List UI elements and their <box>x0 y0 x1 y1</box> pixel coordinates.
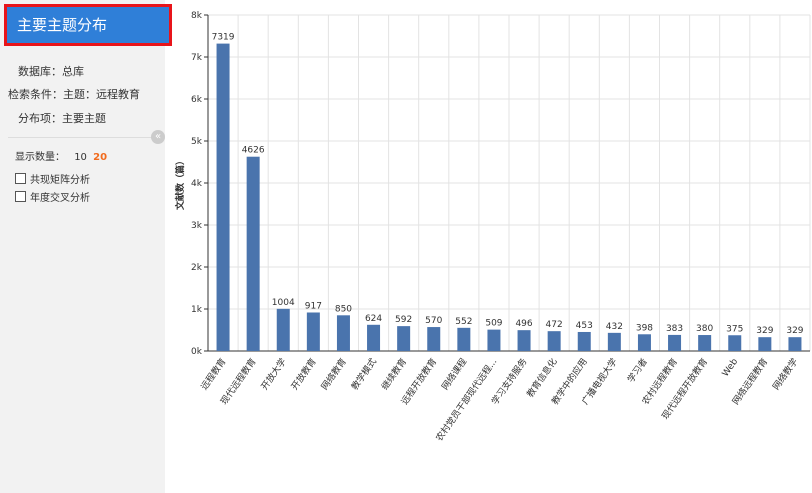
bar <box>668 334 682 351</box>
value-label: 375 <box>726 324 743 334</box>
bar <box>758 337 772 351</box>
value-label: 380 <box>696 324 713 334</box>
bar <box>367 324 381 351</box>
y-tick-label: 8k <box>191 11 203 21</box>
bar <box>788 337 802 351</box>
value-label: 7319 <box>212 33 235 43</box>
x-tick-label: 远程教育 <box>198 356 228 392</box>
value-label: 398 <box>636 323 653 333</box>
x-tick-label: 网络教学 <box>770 356 800 392</box>
option-label: 共现矩阵分析 <box>30 175 90 186</box>
value-label: 472 <box>546 320 563 330</box>
bar <box>698 335 712 351</box>
bar <box>728 335 742 351</box>
database: 数据库：总库 <box>18 65 84 78</box>
option[interactable]: 共现矩阵分析 <box>15 171 90 186</box>
option-label: 年度交叉分析 <box>30 193 90 204</box>
bar <box>306 312 320 351</box>
value-label: 329 <box>756 326 773 336</box>
value-label: 850 <box>335 304 352 314</box>
checkbox[interactable] <box>15 173 26 184</box>
value-label: 552 <box>455 317 472 327</box>
y-axis-label: 文献数（篇） <box>174 156 186 211</box>
sidebar: 主要主题分布 数据库：总库 检索条件：主题：远程教育 分布项：主要主题 « 显示… <box>0 0 172 493</box>
x-tick-label: 网络课程 <box>439 356 469 392</box>
value-label: 509 <box>485 319 502 329</box>
y-tick-label: 2k <box>191 263 203 273</box>
x-tick-label: 网络教育 <box>318 356 348 392</box>
x-tick-label: 教育信息化 <box>524 356 560 400</box>
bar <box>577 331 591 351</box>
bar <box>517 330 531 351</box>
x-tick-label: 开放教育 <box>288 356 318 392</box>
x-tick-label: 教学模式 <box>349 356 379 392</box>
separator <box>8 137 158 138</box>
bar <box>637 334 651 351</box>
value-label: 917 <box>305 301 322 311</box>
y-tick-label: 3k <box>191 221 203 231</box>
display-option[interactable]: 20 <box>93 152 108 163</box>
panel-title[interactable]: 主要主题分布 <box>4 4 172 46</box>
value-label: 1004 <box>272 298 295 308</box>
bar <box>547 331 561 351</box>
y-tick-label: 4k <box>191 179 203 189</box>
bar <box>427 327 441 351</box>
x-tick-label: 学习者 <box>625 356 650 385</box>
bar <box>487 329 501 351</box>
value-label: 453 <box>576 321 593 331</box>
bar <box>457 327 471 351</box>
value-label: 496 <box>515 319 532 329</box>
bar <box>246 156 260 351</box>
display-count: 显示数量： 10 20 <box>15 148 107 163</box>
value-label: 592 <box>395 315 412 325</box>
value-label: 383 <box>666 324 683 334</box>
x-tick-label: 农村党员干部现代远程... <box>433 356 499 444</box>
distribution: 分布项：主要主题 <box>18 112 106 125</box>
bar <box>397 326 411 351</box>
checkbox[interactable] <box>15 191 26 202</box>
y-tick-label: 6k <box>191 95 203 105</box>
option[interactable]: 年度交叉分析 <box>15 189 90 204</box>
value-label: 624 <box>365 314 382 324</box>
y-tick-label: 5k <box>191 137 203 147</box>
y-tick-label: 0k <box>191 347 203 357</box>
value-label: 570 <box>425 316 442 326</box>
value-label: 4626 <box>242 146 265 156</box>
y-tick-label: 7k <box>191 53 203 63</box>
value-label: 432 <box>606 322 623 332</box>
bar <box>336 315 350 351</box>
y-tick-label: 1k <box>191 305 203 315</box>
chart: 文献数（篇） 0k1k2k3k4k5k6k7k8k7319远程教育4626现代远… <box>174 11 811 444</box>
value-label: 329 <box>786 326 803 336</box>
bar <box>276 308 290 351</box>
x-tick-label: Web <box>721 357 741 379</box>
bar <box>216 43 230 352</box>
display-count-label: 显示数量： <box>15 152 65 163</box>
display-option[interactable]: 10 <box>74 152 87 163</box>
x-tick-label: 开放大学 <box>258 356 288 392</box>
bar <box>607 332 621 351</box>
collapse-button[interactable]: « <box>151 130 165 144</box>
condition: 检索条件：主题：远程教育 <box>8 88 140 101</box>
x-tick-label: 继续教育 <box>379 356 409 392</box>
